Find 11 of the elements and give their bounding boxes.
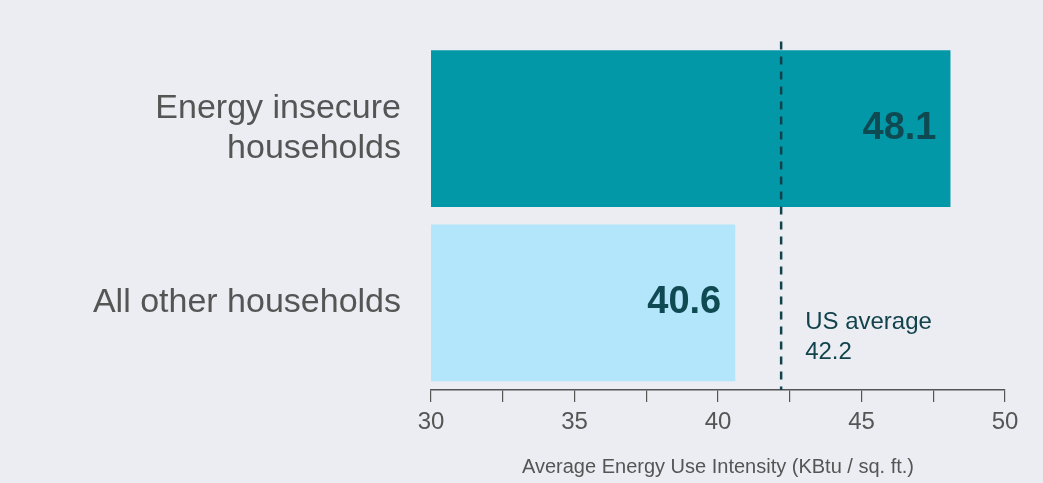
data-label: 48.1 <box>862 105 937 148</box>
x-tick-label: 45 <box>848 407 875 435</box>
y-tick-label: Energy insecure households <box>155 87 401 165</box>
data-label: 40.6 <box>647 279 722 322</box>
x-axis-title: Average Energy Use Intensity (KBtu / sq. ft.) <box>521 454 915 477</box>
x-tick-label: 50 <box>991 407 1019 435</box>
y-tick-label: All other households <box>92 281 401 320</box>
x-tick-label: 40 <box>704 407 732 435</box>
x-tick-label: 35 <box>561 407 588 435</box>
ref-line-label: US average 42.2 <box>805 306 932 364</box>
x-tick-label: 30 <box>417 407 445 435</box>
